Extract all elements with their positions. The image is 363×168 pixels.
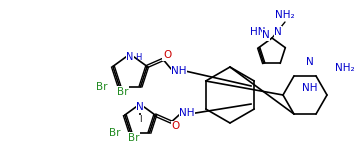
Text: N: N: [262, 30, 270, 40]
Text: Br: Br: [117, 87, 129, 97]
Text: NH: NH: [171, 66, 187, 76]
Text: NH: NH: [179, 108, 195, 118]
Text: NH₂: NH₂: [335, 63, 355, 73]
Text: Br: Br: [96, 81, 107, 92]
Text: NH₂: NH₂: [275, 10, 295, 20]
Text: H: H: [135, 52, 141, 61]
Text: N: N: [136, 102, 144, 112]
Text: N: N: [306, 57, 314, 67]
Text: NH: NH: [302, 83, 318, 93]
Text: N: N: [126, 52, 134, 62]
Text: Br: Br: [109, 128, 121, 138]
Text: Br: Br: [128, 133, 139, 143]
Text: I: I: [139, 116, 141, 124]
Text: N: N: [274, 27, 282, 37]
Text: HN: HN: [250, 27, 266, 37]
Text: O: O: [171, 121, 179, 131]
Text: O: O: [163, 50, 171, 60]
